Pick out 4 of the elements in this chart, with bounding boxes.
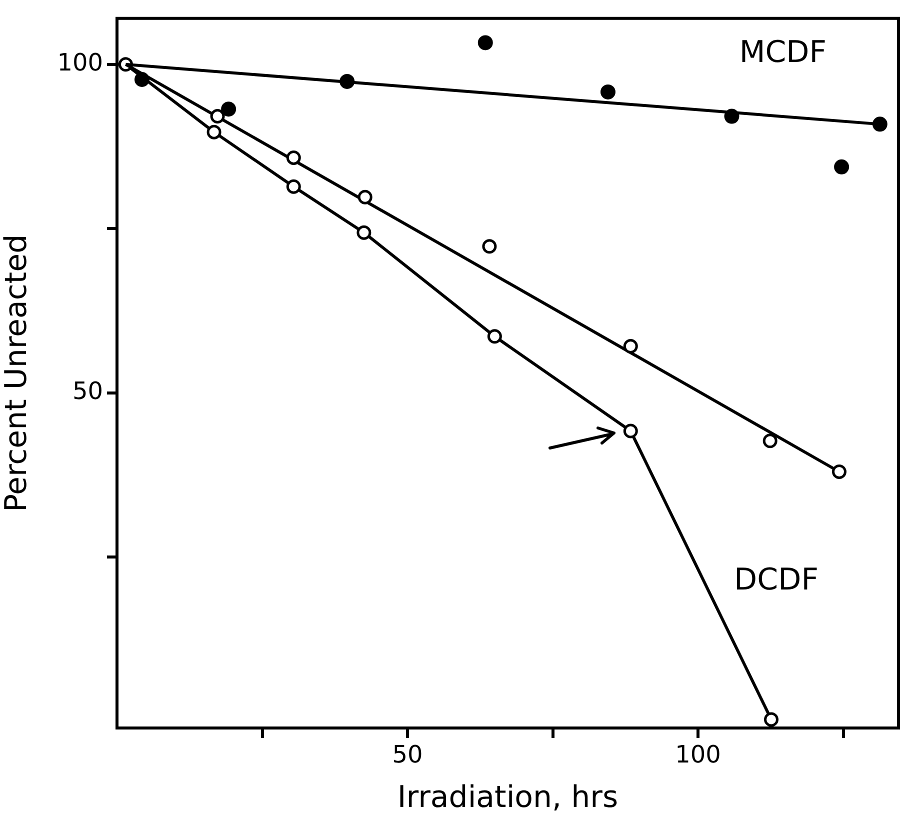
y-axis-title: Percent Unreacted	[0, 234, 34, 512]
series-label: DCDF	[734, 562, 818, 598]
x-axis-title: Irradiation, hrs	[397, 780, 618, 815]
series-label: MCDF	[739, 34, 826, 70]
